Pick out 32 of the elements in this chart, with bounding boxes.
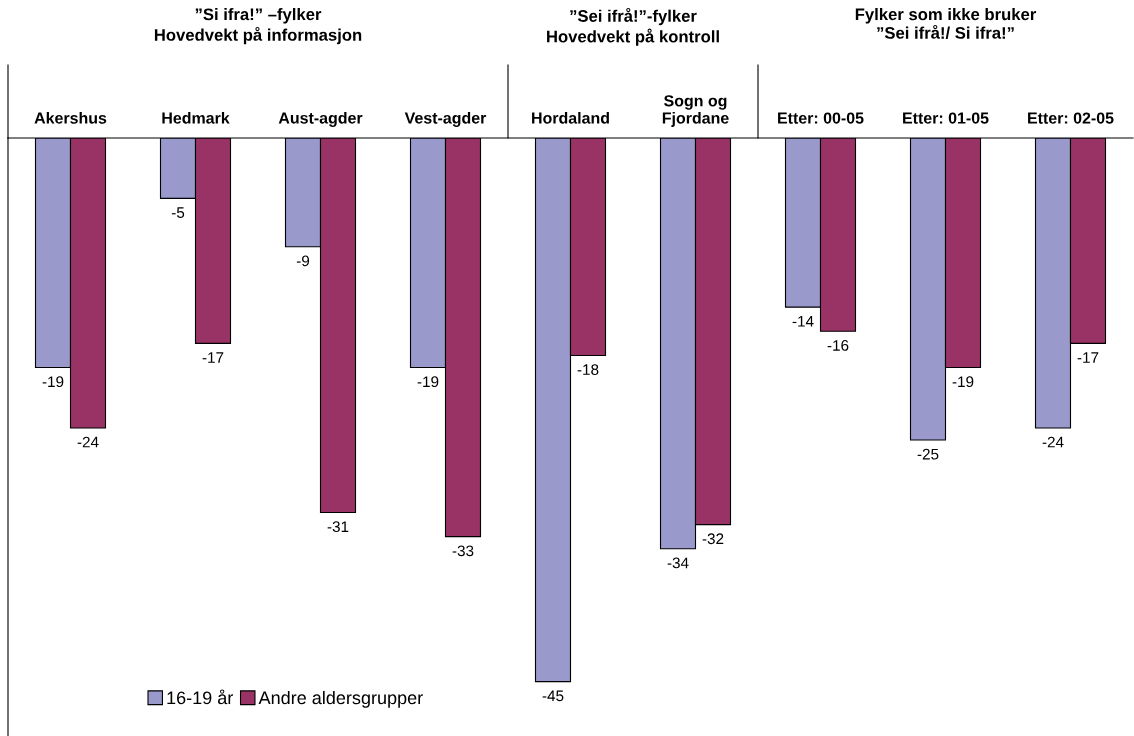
data-label: -19 [42,376,64,388]
data-label: -32 [702,533,724,545]
data-label: -18 [577,364,599,376]
data-label: -16 [827,340,849,351]
x-tick-label: Akershus [34,112,107,124]
data-label: -25 [917,448,939,460]
x-tick-label: Etter: 00-05 [778,112,864,124]
legend-label: Andre aldersgrupper [258,690,423,708]
x-tick-label: Vest-agder [404,111,487,127]
x-tick-label: Etter: 02-05 [1028,112,1114,124]
data-label: -33 [452,545,474,557]
x-tick-label: Aust-agder [278,111,363,127]
data-label: -9 [296,255,310,267]
legend-label: 16-19 år [167,689,234,705]
text: ”Sei ifrå!”-fylker Hovedvekt på kontroll [547,8,719,46]
x-tick-label: Sogn og Fjordane [662,95,729,127]
data-label: -19 [417,376,439,388]
data-label: -17 [1077,352,1099,363]
data-label: -34 [667,557,689,569]
text: ”Si ifra!” –fylker Hovedvekt på informasjon [154,8,362,45]
data-label: -45 [542,690,564,702]
data-label: -17 [202,352,224,363]
data-label: -19 [952,376,974,388]
text: Fylker som ikke bruker ”Sei ifrå!/ Si ifra!” [855,8,1037,39]
data-label: -31 [327,521,349,533]
data-label: -14 [792,316,814,327]
x-tick-label: Etter: 01-05 [903,112,989,124]
data-label: -24 [77,436,99,448]
data-label: -24 [1042,436,1064,448]
x-tick-label: Hordaland [532,112,609,124]
data-label: -5 [171,207,185,218]
x-tick-label: Hedmark [162,112,230,124]
